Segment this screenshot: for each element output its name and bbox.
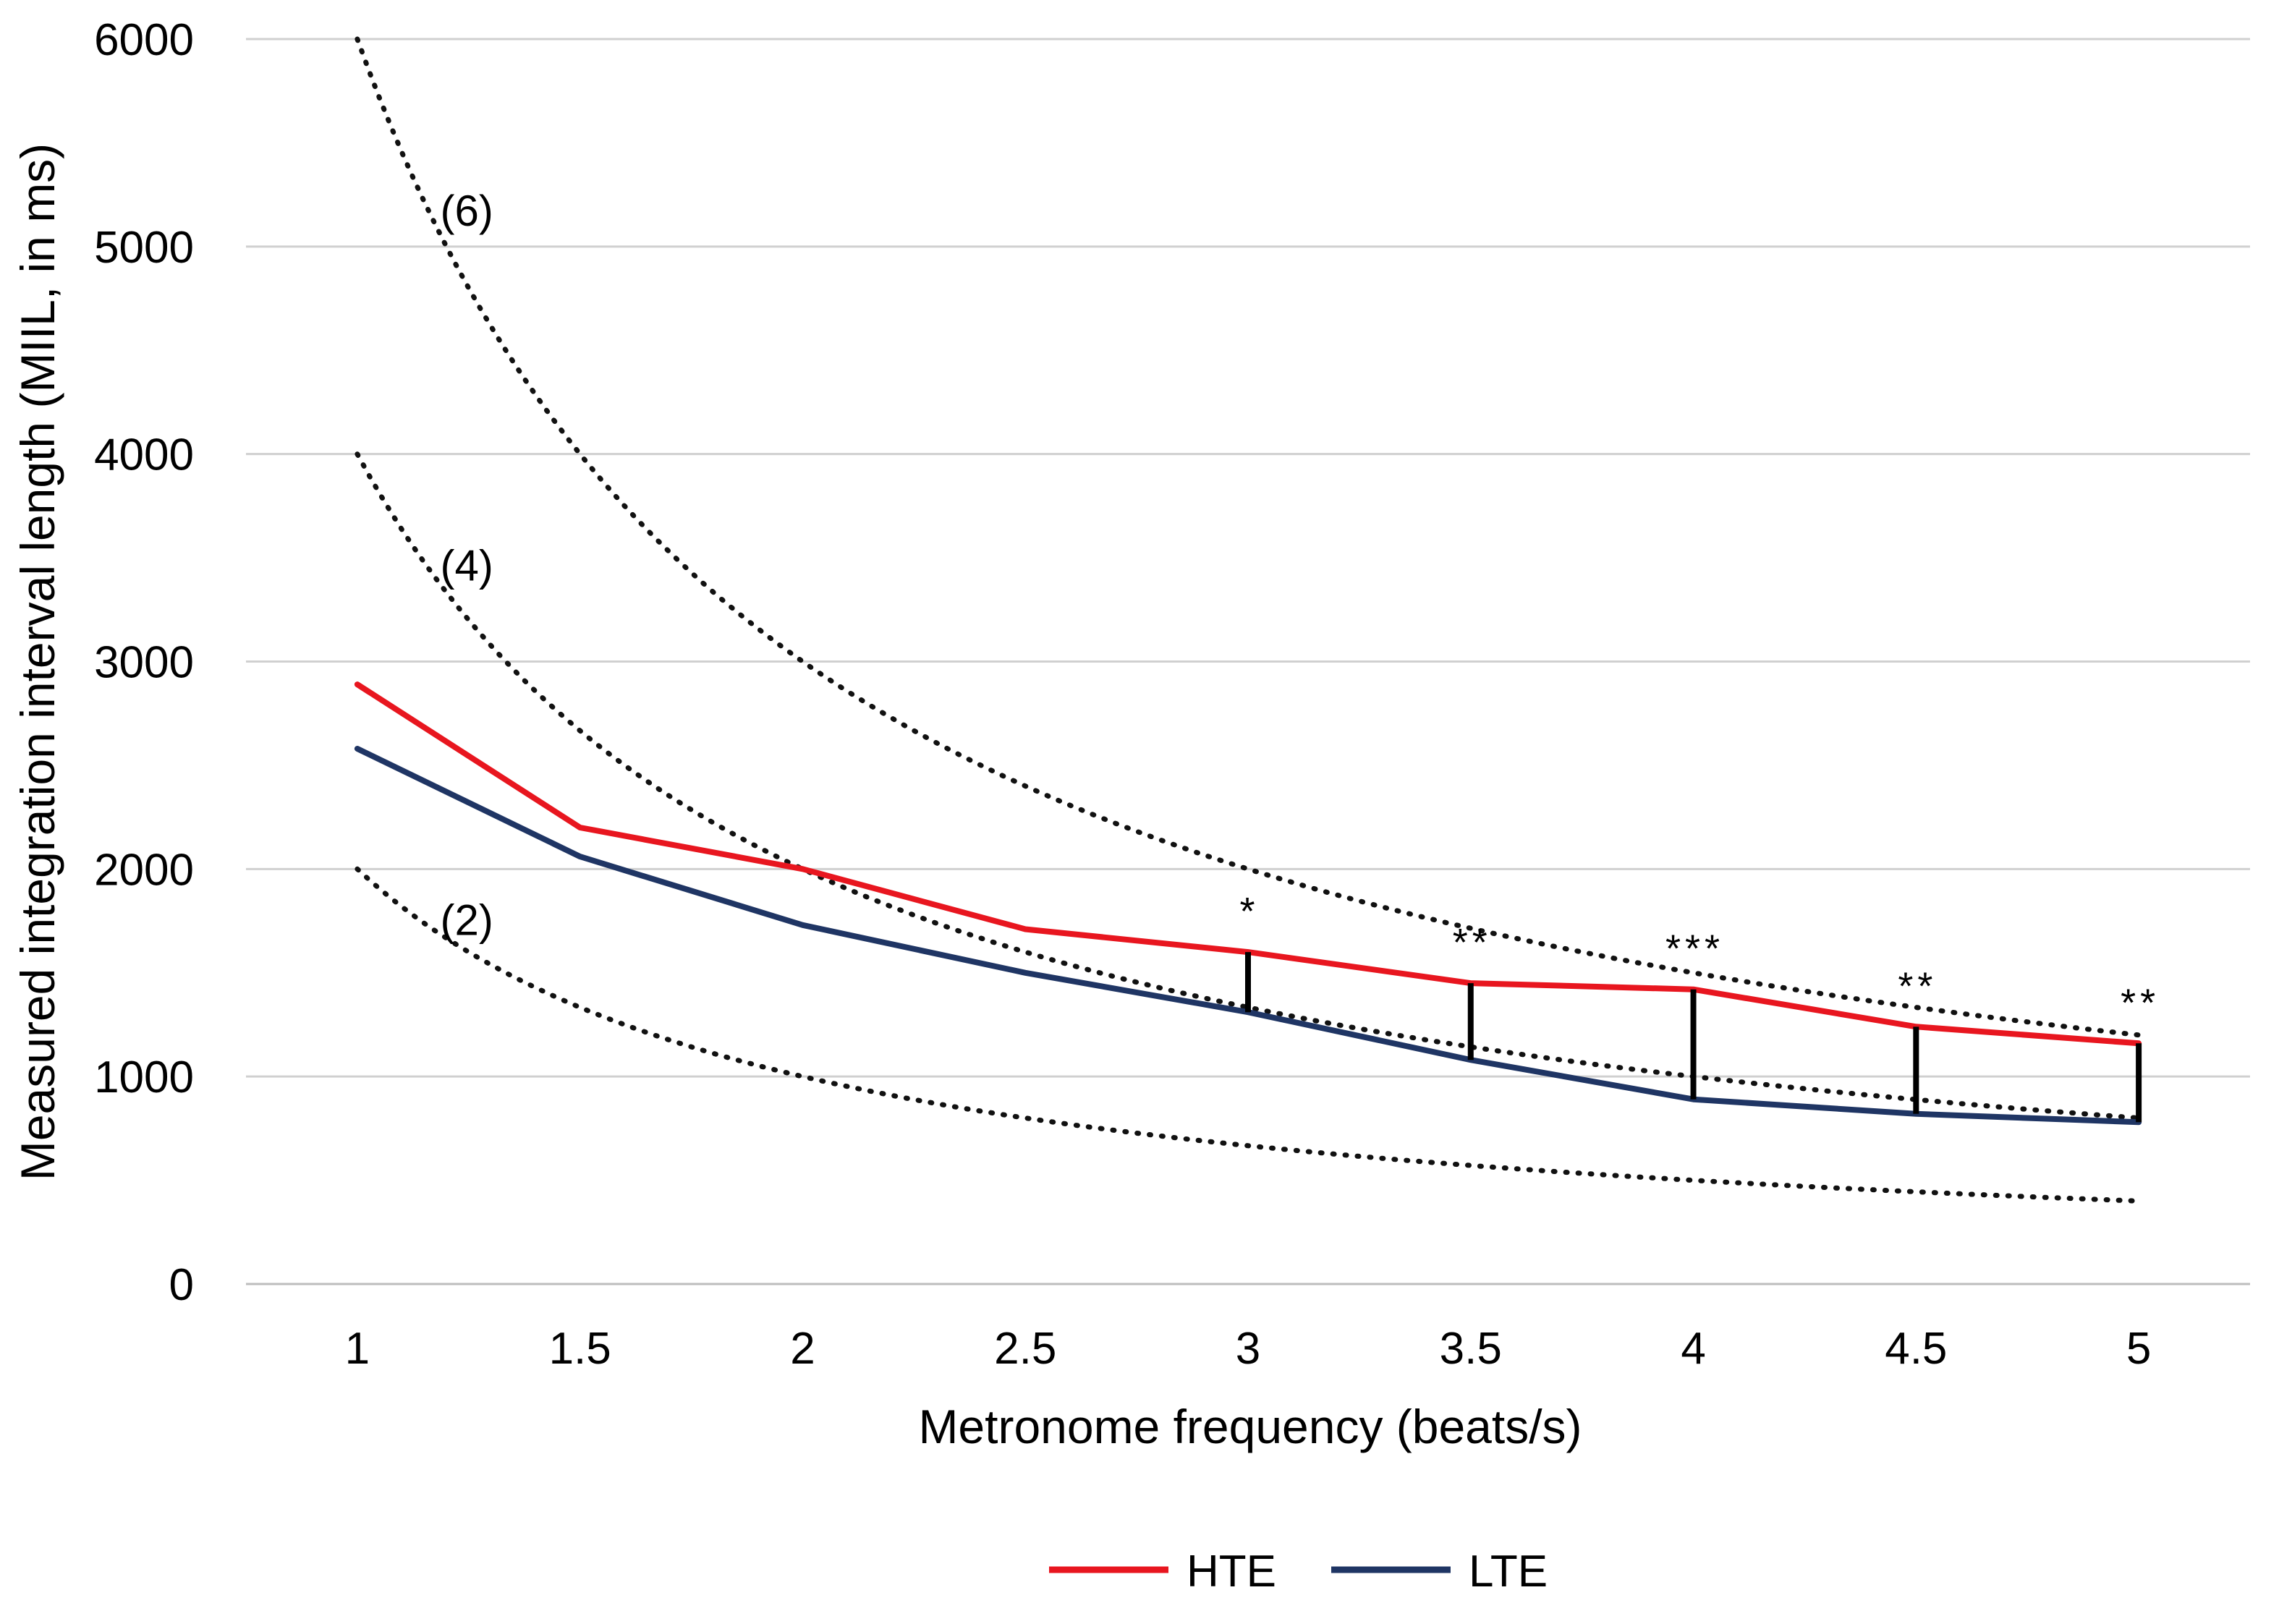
x-tick-label: 2: [790, 1324, 815, 1374]
reference-curve-label: (2): [441, 896, 493, 945]
significance-marker: ***: [1665, 927, 1724, 971]
y-tick-label: 6000: [94, 15, 194, 65]
x-tick-label: 1.5: [549, 1324, 611, 1374]
gridlines: [246, 38, 2250, 1285]
x-tick-label: 4.5: [1885, 1324, 1947, 1374]
x-tick-label: 4: [1681, 1324, 1705, 1374]
x-tick-label: 5: [2126, 1324, 2151, 1374]
significance-marker: **: [1453, 921, 1492, 964]
series-line-lte: [354, 746, 2142, 1126]
y-tick-label: 3000: [94, 638, 194, 688]
reference-curve-label: (4): [441, 541, 493, 590]
reference-curve-label: (6): [441, 187, 493, 235]
y-axis-label: Measured integration interval length (MI…: [11, 143, 64, 1181]
x-tick-label: 2.5: [994, 1324, 1056, 1374]
y-tick-label: 1000: [94, 1053, 194, 1102]
x-tick-label: 3: [1236, 1324, 1260, 1374]
reference-curve-6: [355, 36, 2142, 1038]
legend-label-lte: LTE: [1469, 1547, 1548, 1597]
y-axis-ticks: 0 1000 2000 3000 4000 5000 6000: [94, 15, 194, 1310]
x-axis-label: Metronome frequency (beats/s): [918, 1400, 1582, 1453]
reference-curve-2: [355, 866, 2142, 1204]
y-tick-label: 4000: [94, 430, 194, 480]
y-tick-label: 2000: [94, 845, 194, 895]
reference-curves: (6) (4) (2): [355, 36, 2142, 1204]
y-tick-label: 5000: [94, 223, 194, 273]
significance-marker: *: [1239, 890, 1259, 933]
x-tick-label: 1: [345, 1324, 370, 1374]
significance-markers: *** ***** **: [1239, 890, 2160, 1123]
reference-curve-4: [355, 451, 2142, 1121]
significance-marker: **: [2121, 981, 2160, 1024]
legend: HTE LTE: [1049, 1547, 1548, 1597]
legend-label-hte: HTE: [1187, 1547, 1276, 1597]
y-tick-label: 0: [169, 1260, 194, 1310]
x-axis-ticks: 1 1.5 2 2.5 3 3.5 4 4.5 5: [345, 1324, 2152, 1374]
significance-marker: **: [1898, 964, 1937, 1008]
x-tick-label: 3.5: [1440, 1324, 1502, 1374]
